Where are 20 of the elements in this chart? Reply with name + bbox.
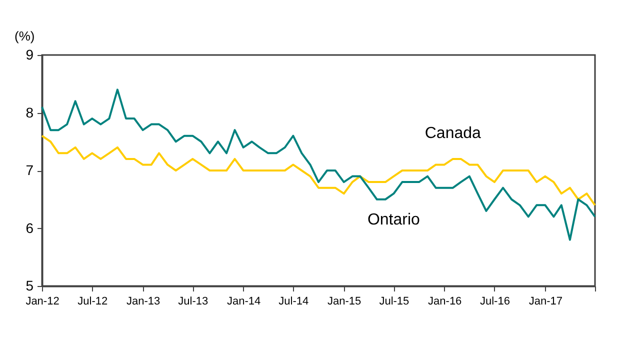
x-tick-label: Jan-12 [26,296,60,308]
x-tick-label: Jul-14 [278,296,309,308]
y-tick-label: 8 [26,104,34,120]
series-label: Ontario [367,212,420,229]
x-tick-label: Jul-15 [379,296,410,308]
x-tick-label: Jul-12 [78,296,108,308]
line-series [41,88,596,241]
y-tick-label: 6 [26,220,34,236]
x-tick-label: Jul-13 [178,296,208,308]
x-tick-label: Jan-14 [226,296,261,308]
x-tick-label: Jul-16 [480,296,510,308]
series-label: Canada [424,124,482,142]
y-tick-label: 5 [26,278,34,294]
x-tick-label: Jan-17 [528,296,562,308]
y-tick-label: 7 [26,162,34,178]
y-tick-label: 9 [26,46,34,62]
x-tick-label: Jan-13 [126,296,160,308]
x-tick-label: Jan-16 [428,296,462,308]
x-tick-label: Jan-15 [328,296,362,308]
y-axis-title: (%) [14,28,35,44]
